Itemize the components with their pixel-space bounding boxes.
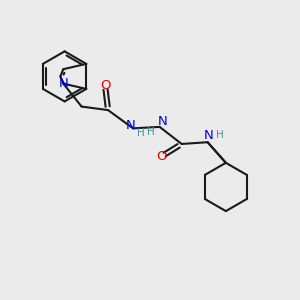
Text: H: H	[137, 128, 145, 138]
Text: N: N	[158, 115, 167, 128]
Text: N: N	[204, 129, 214, 142]
Text: O: O	[100, 80, 110, 92]
Text: N: N	[58, 77, 68, 90]
Text: O: O	[156, 150, 167, 163]
Text: H: H	[148, 127, 155, 137]
Text: N: N	[125, 119, 135, 132]
Text: H: H	[216, 130, 224, 140]
